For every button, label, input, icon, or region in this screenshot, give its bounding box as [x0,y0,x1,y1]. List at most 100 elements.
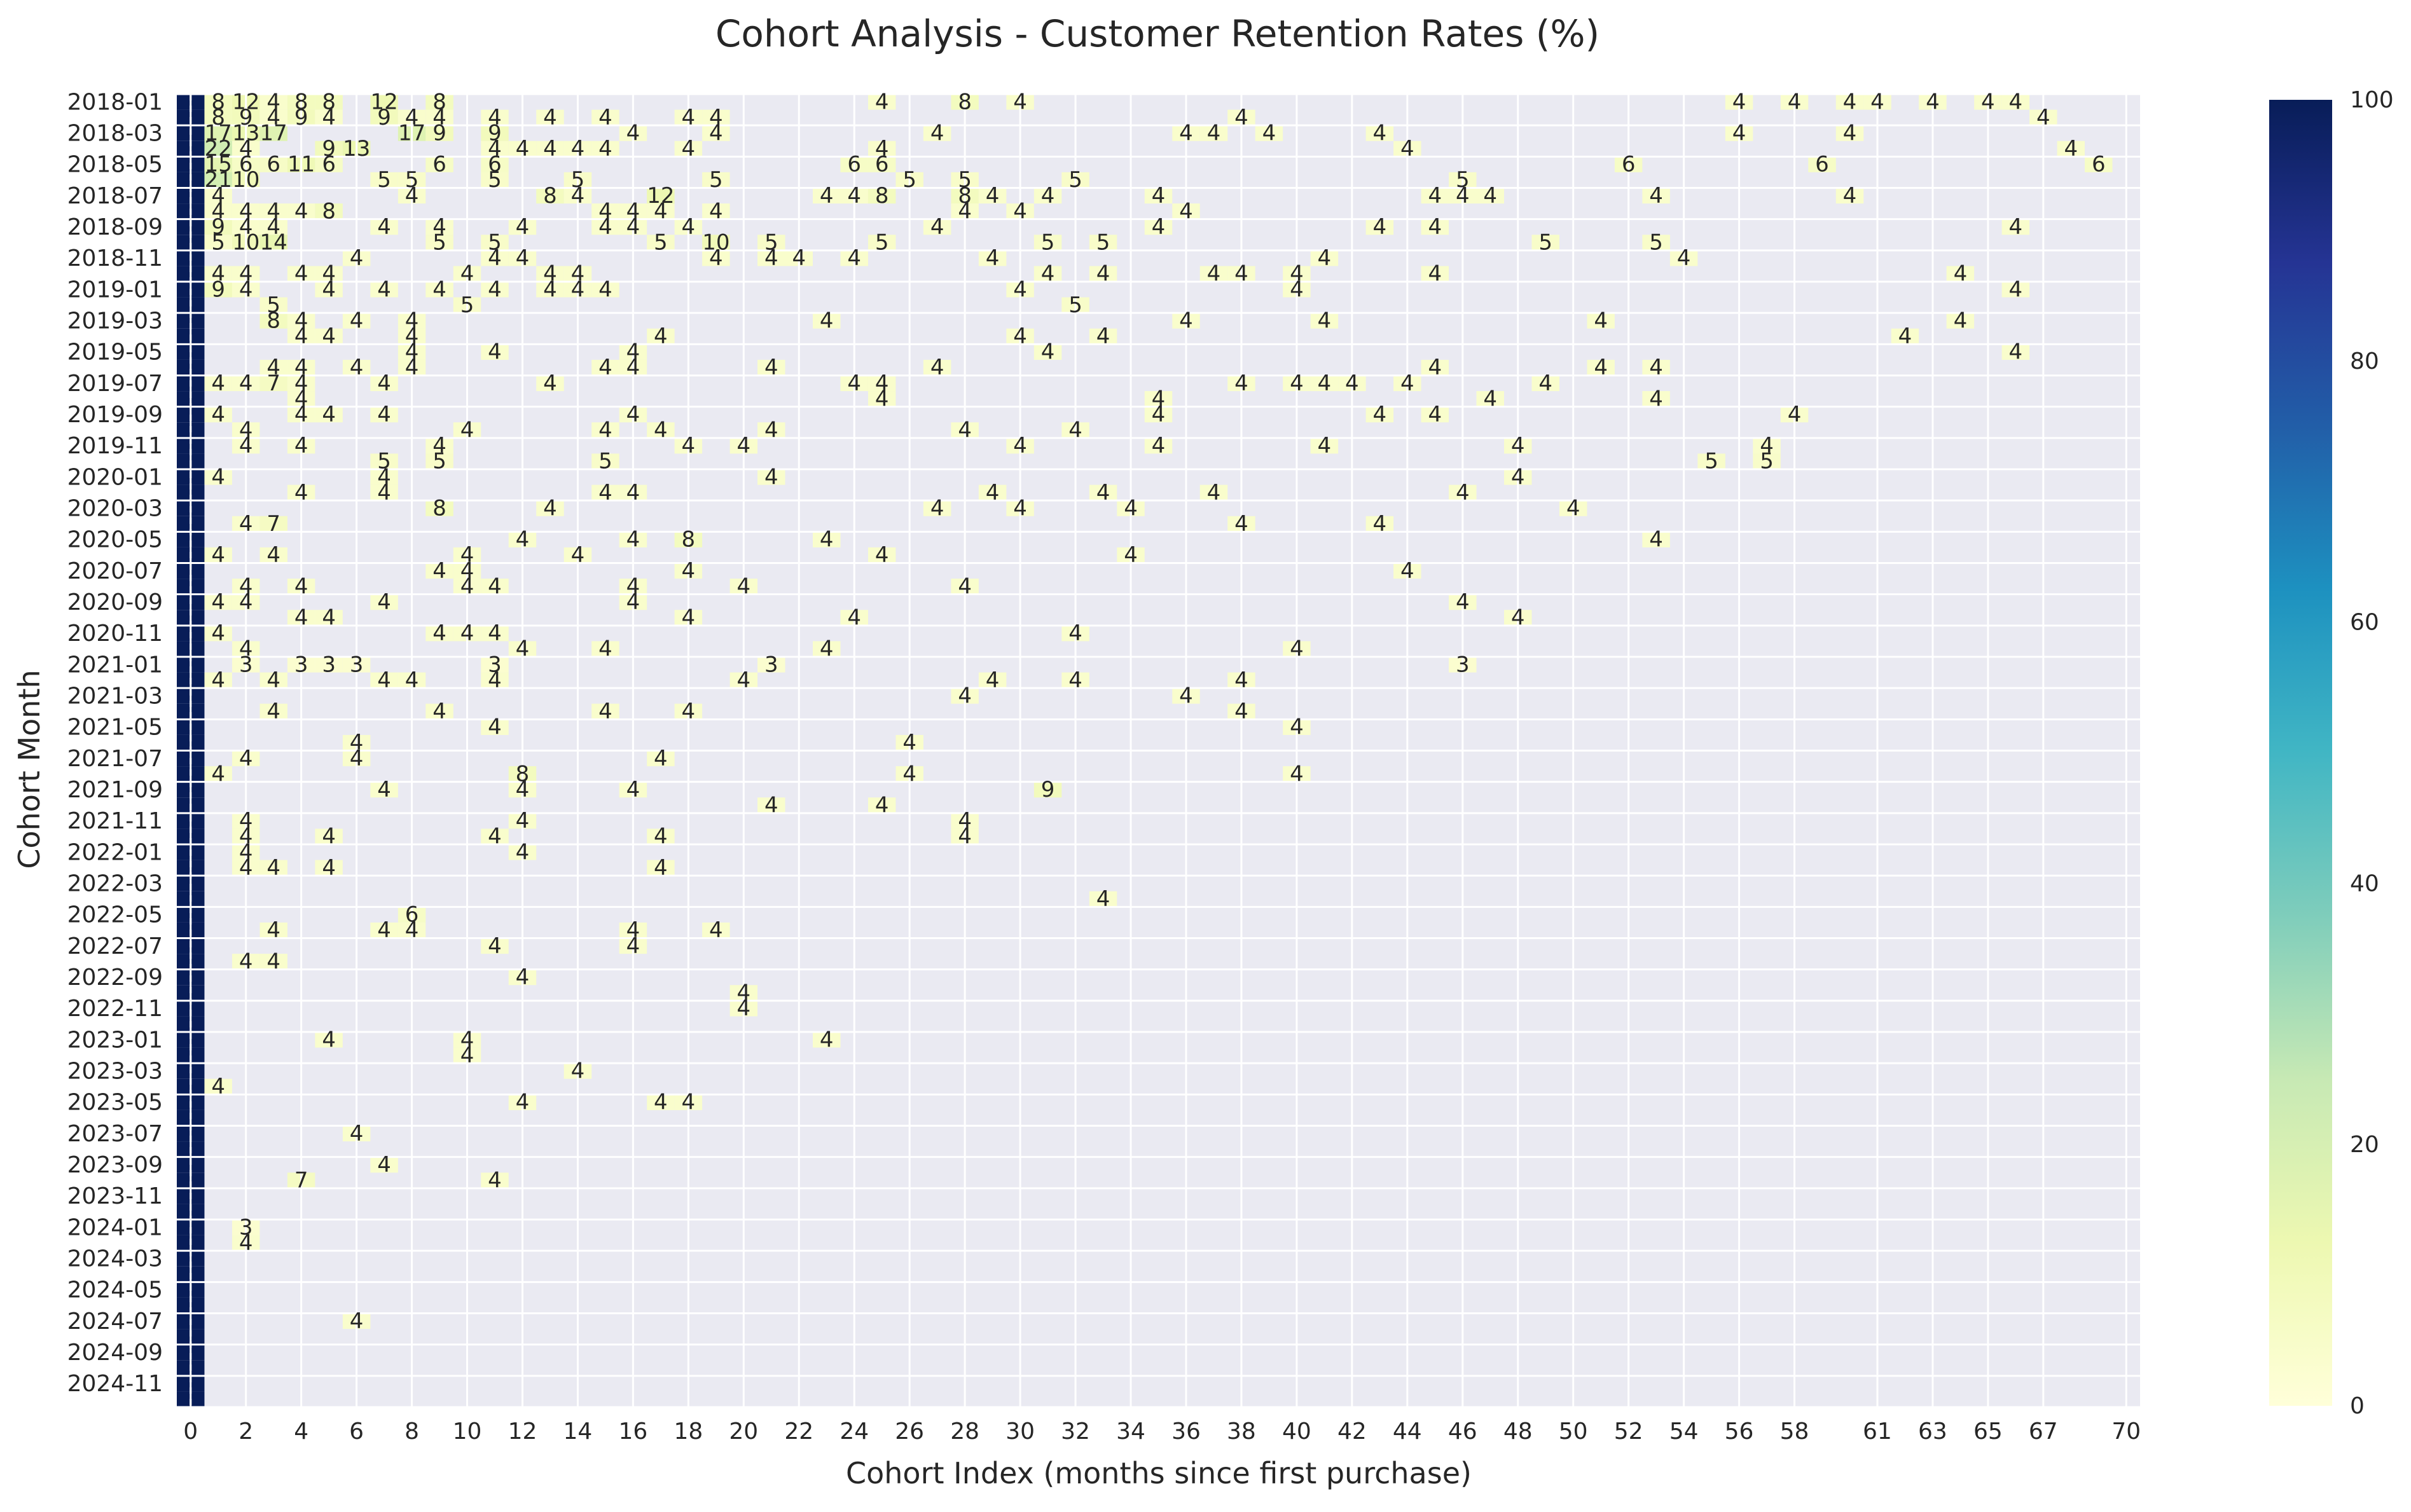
cell-annotation: 4 [986,245,1000,271]
heatmap-cell [647,828,675,844]
cell-annotation: 6 [239,152,253,177]
heatmap-cell [757,250,785,266]
heatmap-cell [370,922,398,938]
heatmap-cell [204,203,232,219]
heatmap-cell [978,672,1007,689]
cell-annotation: 4 [239,214,253,240]
y-tick-label: 2019-09 [67,402,163,428]
cell-annotation: 4 [1428,402,1442,427]
heatmap-cell [1365,125,1394,141]
heatmap-cell [259,860,287,876]
cell-annotation: 4 [847,183,861,209]
cell-annotation: 12 [370,89,397,114]
cell-annotation: 5 [1096,230,1110,256]
cell-annotation: 4 [322,277,336,302]
cell-annotation: 4 [1234,668,1248,693]
cell-annotation: 4 [1013,277,1027,302]
cell-annotation: 4 [211,183,225,209]
cell-annotation: 4 [682,1090,696,1115]
heatmap-cell [370,172,398,188]
cell-annotation: 4 [266,918,280,943]
cell-annotation: 14 [260,230,287,256]
cell-annotation: 4 [377,277,391,302]
colorbar-tick-label: 60 [2350,610,2379,636]
cell-annotation: 12 [232,89,259,114]
cell-annotation: 4 [820,308,834,333]
heatmap-cell [315,328,343,345]
cell-annotation: 4 [1234,511,1248,537]
y-tick-label: 2023-07 [67,1121,163,1147]
cell-annotation: 6 [875,152,889,177]
y-tick-label: 2018-09 [67,214,163,240]
heatmap-cell [867,94,896,110]
cell-annotation: 4 [211,371,225,396]
colorbar: 0 20 40 60 80 100 [2269,87,2394,1419]
cell-annotation: 4 [460,1043,474,1068]
cell-annotation: 4 [488,824,502,849]
cell-annotation: 4 [543,105,557,130]
cell-annotation: 4 [239,277,253,302]
cell-annotation: 7 [266,371,280,396]
cell-annotation: 4 [294,371,308,396]
cell-annotation: 4 [1096,886,1110,912]
heatmap-cell [315,203,343,219]
x-tick-label: 52 [1614,1419,1643,1445]
cell-annotation: 5 [875,230,889,256]
cell-annotation: 4 [902,730,916,755]
heatmap-cell [1310,437,1339,454]
cell-annotation: 4 [626,527,640,553]
chart-title: Cohort Analysis - Customer Retention Rat… [715,12,1599,55]
x-tick-label: 46 [1448,1419,1477,1445]
cell-annotation: 4 [460,261,474,287]
cell-annotation: 4 [294,402,308,427]
y-tick-label: 2019-05 [67,340,163,366]
cell-annotation: 4 [211,621,225,646]
heatmap-cell [591,203,619,219]
cell-annotation: 4 [792,245,806,271]
cell-annotation: 4 [516,1090,530,1115]
cell-annotation: 4 [986,183,1000,209]
cell-annotation: 4 [764,355,778,380]
cell-annotation: 4 [350,1309,364,1334]
heatmap-cell [370,485,398,501]
y-tick-label: 2020-11 [67,621,163,647]
cell-annotation: 3 [350,652,364,677]
cell-annotation: 3 [764,652,778,677]
cell-annotation: 4 [405,355,419,380]
heatmap-cell [1255,125,1283,141]
heatmap-cell [259,219,287,235]
cell-annotation: 4 [571,261,585,287]
cell-annotation: 4 [1234,261,1248,287]
heatmap-cell [978,250,1007,266]
y-tick-label: 2023-03 [67,1058,163,1084]
heatmap-cell [813,641,841,657]
x-tick-label: 48 [1503,1419,1533,1445]
cell-annotation: 4 [958,824,972,849]
cell-annotation: 4 [1373,120,1387,146]
heatmap-cell [315,94,343,110]
cell-annotation: 4 [1483,183,1497,209]
cell-annotation: 4 [654,824,668,849]
cell-annotation: 4 [682,605,696,631]
colorbar-tick-label: 80 [2350,348,2379,375]
cell-annotation: 4 [1456,589,1470,615]
heatmap-cell [425,500,453,516]
cell-annotation: 4 [1152,214,1166,240]
cell-annotation: 4 [211,542,225,568]
cell-annotation: 5 [902,167,916,193]
cell-annotation: 6 [405,902,419,928]
cell-annotation: 4 [654,418,668,443]
heatmap-cell [1033,344,1062,360]
cell-annotation: 4 [654,746,668,771]
heatmap-cell [647,203,675,219]
heatmap-cell [591,109,619,126]
cell-annotation: 3 [294,652,308,677]
cell-annotation: 4 [239,855,253,881]
cell-annotation: 4 [1179,683,1193,708]
heatmap-cell [591,219,619,235]
heatmap-cell [315,156,343,172]
heatmap-cell [1033,188,1062,204]
cell-annotation: 4 [239,136,253,162]
heatmap-cell [867,797,896,813]
